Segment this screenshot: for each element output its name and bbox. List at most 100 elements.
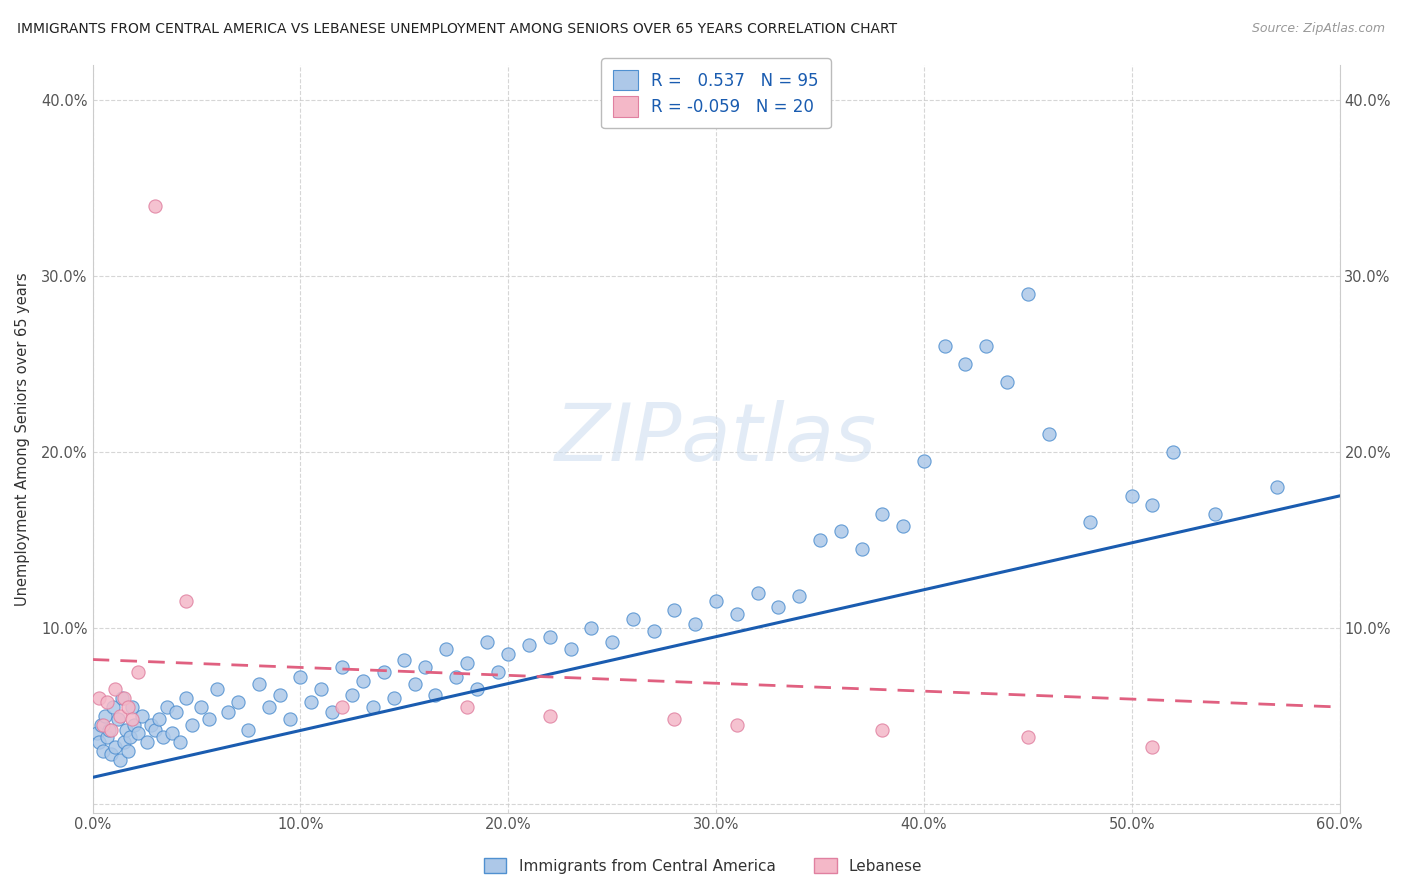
- Point: [108, 753, 131, 767]
- Point: [217, 706, 239, 720]
- Point: [107, 712, 129, 726]
- Point: [269, 688, 291, 702]
- Point: [425, 688, 447, 702]
- Point: [1142, 740, 1164, 755]
- Point: [446, 670, 468, 684]
- Point: [664, 603, 686, 617]
- Point: [86, 726, 108, 740]
- Point: [96, 730, 118, 744]
- Point: [725, 607, 748, 621]
- Point: [413, 659, 436, 673]
- Point: [394, 652, 416, 666]
- Point: [747, 585, 769, 599]
- Point: [621, 612, 644, 626]
- Point: [995, 375, 1018, 389]
- Point: [330, 700, 353, 714]
- Point: [477, 635, 499, 649]
- Legend: R =   0.537   N = 95, R = -0.059   N = 20: R = 0.537 N = 95, R = -0.059 N = 20: [602, 58, 831, 128]
- Point: [361, 700, 384, 714]
- Point: [404, 677, 426, 691]
- Point: [1204, 507, 1226, 521]
- Point: [257, 700, 280, 714]
- Point: [382, 691, 405, 706]
- Point: [112, 691, 135, 706]
- Point: [238, 723, 260, 737]
- Point: [934, 339, 956, 353]
- Point: [664, 712, 686, 726]
- Point: [148, 712, 170, 726]
- Point: [127, 665, 149, 679]
- Point: [725, 717, 748, 731]
- Point: [91, 744, 114, 758]
- Point: [152, 730, 174, 744]
- Point: [94, 708, 117, 723]
- Point: [872, 507, 894, 521]
- Point: [121, 700, 143, 714]
- Point: [955, 357, 977, 371]
- Point: [538, 708, 561, 723]
- Point: [600, 635, 623, 649]
- Point: [103, 700, 125, 714]
- Point: [1142, 498, 1164, 512]
- Point: [207, 682, 229, 697]
- Point: [538, 630, 561, 644]
- Point: [768, 599, 790, 614]
- Point: [434, 642, 457, 657]
- Point: [165, 706, 187, 720]
- Point: [891, 519, 914, 533]
- Point: [321, 706, 343, 720]
- Point: [830, 524, 852, 538]
- Point: [851, 541, 873, 556]
- Point: [373, 665, 395, 679]
- Point: [127, 726, 149, 740]
- Point: [808, 533, 831, 547]
- Point: [290, 670, 312, 684]
- Point: [456, 656, 478, 670]
- Text: ZIPatlas: ZIPatlas: [555, 400, 877, 478]
- Point: [581, 621, 603, 635]
- Point: [122, 717, 145, 731]
- Point: [121, 712, 143, 726]
- Point: [91, 717, 114, 731]
- Point: [352, 673, 374, 688]
- Point: [174, 594, 197, 608]
- Point: [115, 723, 138, 737]
- Point: [1038, 427, 1060, 442]
- Legend: Immigrants from Central America, Lebanese: Immigrants from Central America, Lebanes…: [478, 852, 928, 880]
- Point: [100, 723, 122, 737]
- Point: [143, 199, 166, 213]
- Point: [87, 735, 110, 749]
- Point: [169, 735, 191, 749]
- Text: IMMIGRANTS FROM CENTRAL AMERICA VS LEBANESE UNEMPLOYMENT AMONG SENIORS OVER 65 Y: IMMIGRANTS FROM CENTRAL AMERICA VS LEBAN…: [17, 22, 897, 37]
- Point: [1161, 445, 1184, 459]
- Point: [974, 339, 997, 353]
- Point: [198, 712, 221, 726]
- Point: [174, 691, 197, 706]
- Point: [643, 624, 665, 639]
- Point: [342, 688, 364, 702]
- Point: [131, 708, 153, 723]
- Point: [704, 594, 727, 608]
- Point: [112, 735, 135, 749]
- Point: [117, 744, 139, 758]
- Point: [100, 747, 122, 762]
- Point: [517, 639, 540, 653]
- Point: [1078, 516, 1101, 530]
- Point: [465, 682, 488, 697]
- Point: [1265, 480, 1288, 494]
- Point: [156, 700, 179, 714]
- Point: [118, 730, 141, 744]
- Point: [108, 708, 131, 723]
- Point: [226, 695, 249, 709]
- Point: [111, 691, 134, 706]
- Point: [685, 617, 707, 632]
- Point: [1017, 286, 1039, 301]
- Point: [330, 659, 353, 673]
- Point: [1121, 489, 1143, 503]
- Point: [98, 723, 121, 737]
- Point: [872, 723, 894, 737]
- Point: [160, 726, 183, 740]
- Point: [496, 647, 519, 661]
- Point: [143, 723, 166, 737]
- Point: [278, 712, 301, 726]
